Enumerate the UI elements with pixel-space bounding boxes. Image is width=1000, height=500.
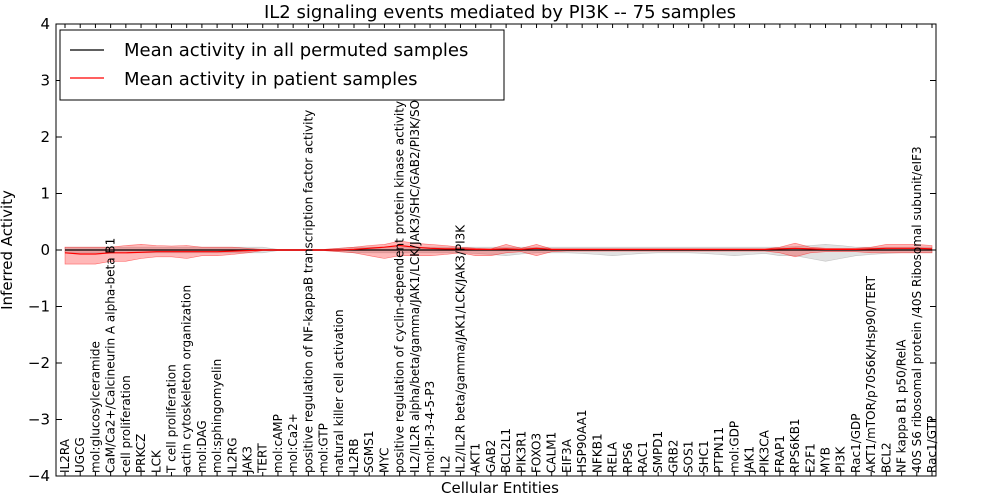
x-tick-label: GRB2	[666, 439, 680, 473]
x-tick-label: PTPN11	[712, 427, 726, 473]
x-tick-label: AKT1/mTOR/p70S6K/Hsp90/TERT	[864, 275, 878, 473]
x-tick-label: AKT1	[469, 443, 483, 473]
x-tick-label: mol:glucosylceramide	[88, 341, 102, 473]
x-tick-label: IL2/IL2R alpha/beta/gamma/JAK1/LCK/JAK3/…	[408, 85, 422, 473]
y-tick-label: 4	[40, 15, 50, 33]
x-tick-label: JAK1	[743, 446, 757, 474]
x-tick-label: SMPD1	[651, 431, 665, 473]
x-tick-label: PIK3CA	[758, 429, 772, 473]
x-tick-label: JAK3	[241, 446, 255, 474]
x-tick-label: FOXO3	[530, 433, 544, 473]
x-tick-label: mol:Ca2+	[286, 413, 300, 473]
x-tick-labels: IL2RA UGCG mol:glucosylceramide CaM/Ca2+/Ca…	[58, 24, 939, 476]
x-tick-label: T cell proliferation	[165, 364, 179, 474]
legend-label-patient: Mean activity in patient samples	[124, 69, 418, 90]
x-tick-label: SGMS1	[362, 430, 376, 473]
x-tick-label: GAB2	[484, 440, 498, 473]
x-tick-label: IL2RG	[225, 437, 239, 473]
x-tick-label: UGCG	[73, 437, 87, 473]
x-tick-label: IL2/IL2R beta/gamma/JAK1/LCK/JAK3/PI3K	[454, 224, 468, 473]
x-tick-label: mol:DAG	[195, 420, 209, 473]
x-axis-label: Cellular Entities	[441, 479, 559, 497]
x-tick-label: cell proliferation	[119, 375, 133, 473]
y-tick-label: 3	[40, 72, 50, 90]
x-tick-label: positive regulation of cyclin-dependent …	[393, 101, 407, 473]
chart-title: IL2 signaling events mediated by PI3K --…	[264, 2, 736, 23]
x-tick-label: positive regulation of NF-kappaB transcr…	[301, 110, 315, 473]
x-tick-label: MYC	[377, 448, 391, 473]
x-tick-label: RELA	[606, 441, 620, 473]
line-series-1	[64, 244, 933, 255]
x-tick-label: E2F1	[803, 443, 817, 473]
x-tick-label: RAC1	[636, 441, 650, 473]
x-tick-label: SOS1	[682, 441, 696, 473]
x-tick-label: EIF3A	[560, 438, 574, 473]
x-tick-label: mol:GTP	[317, 423, 331, 473]
x-tick-label: mol:PI-3-4-5-P3	[423, 381, 437, 473]
x-tick-label: SHC1	[697, 440, 711, 473]
x-tick-label: PIK3R1	[514, 431, 528, 473]
x-tick-label: NF kappa B1 p50/RelA	[895, 339, 909, 473]
x-tick-label: RPS6	[621, 442, 635, 473]
y-tick-label: 1	[40, 185, 50, 203]
plot-frame	[55, 23, 937, 477]
legend-box	[59, 29, 505, 101]
x-tick-label: Rac1/GTP	[925, 416, 939, 473]
x-tick-label: PI3K	[834, 446, 848, 473]
y-tick-label: 0	[40, 241, 50, 259]
x-tick-label: RPS6KB1	[788, 418, 802, 473]
x-tick-label: HSP90AA1	[575, 409, 589, 473]
y-tick-label: −2	[28, 354, 50, 372]
x-tick-label: BCL2	[879, 442, 893, 473]
x-tick-label: mol:sphingomyelin	[210, 359, 224, 473]
x-tick-label: mol:GDP	[727, 421, 741, 473]
x-tick-label: IL2RB	[347, 439, 361, 473]
x-tick-label: FRAP1	[773, 435, 787, 473]
x-tick-label: IL2	[438, 455, 452, 473]
x-tick-label: LCK	[149, 449, 163, 473]
x-tick-label: IL2RA	[58, 438, 72, 473]
x-tick-label: MYB	[819, 447, 833, 473]
x-tick-label: NFKB1	[590, 433, 604, 473]
x-tick-label: actin cytoskeleton organization	[180, 285, 194, 473]
y-tick-label: −3	[28, 411, 50, 429]
x-tick-label: PRKCZ	[134, 434, 148, 473]
y-tick-label: −4	[28, 467, 50, 485]
x-tick-label: TERT	[256, 443, 270, 474]
y-tick-label: −1	[28, 298, 50, 316]
x-tick-label: BCL2L1	[499, 428, 513, 473]
y-axis: −4 −3 −2 −1 0 1 2 3 4	[28, 15, 936, 485]
x-tick-label: natural killer cell activation	[332, 309, 346, 473]
legend-label-permuted: Mean activity in all permuted samples	[124, 40, 468, 61]
x-tick-label: mol:cAMP	[271, 414, 285, 473]
y-axis-label: Inferred Activity	[0, 190, 16, 310]
x-tick-label: CaM/Ca2+/Calcineurin A alpha-beta B1	[104, 238, 118, 473]
confidence-bands	[64, 240, 933, 265]
x-tick-label: Rac1/GDP	[849, 413, 863, 472]
legend: Mean activity in all permuted samples Me…	[59, 29, 505, 101]
x-tick-label: CALM1	[545, 432, 559, 473]
series-lines	[64, 244, 933, 255]
x-tick-label: 40S S6 ribosomal protein /40S Ribosomal …	[910, 146, 924, 473]
y-tick-label: 2	[40, 128, 50, 146]
band-series-1	[64, 240, 933, 265]
